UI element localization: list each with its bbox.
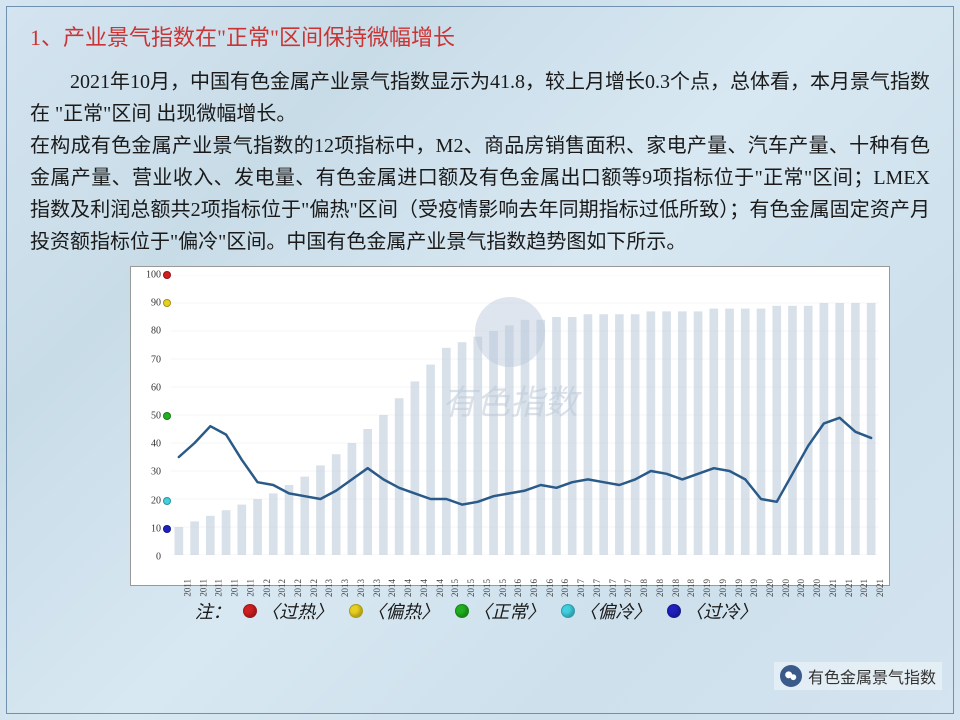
threshold-marker [163,497,171,505]
source-text: 有色金属景气指数 [808,664,936,688]
threshold-marker [163,271,171,279]
chart-y-axis: 0102030405060708090100 [135,267,161,555]
threshold-marker [163,299,171,307]
threshold-marker [163,525,171,533]
threshold-marker [163,412,171,420]
wechat-icon [780,665,802,687]
chart-plot [171,275,879,555]
chart-x-axis: 2011201120112011201120122012201220122013… [171,555,879,583]
source-badge: 有色金属景气指数 [774,662,942,690]
trend-chart: 有色指数 0102030405060708090100 201120112011… [130,266,890,586]
